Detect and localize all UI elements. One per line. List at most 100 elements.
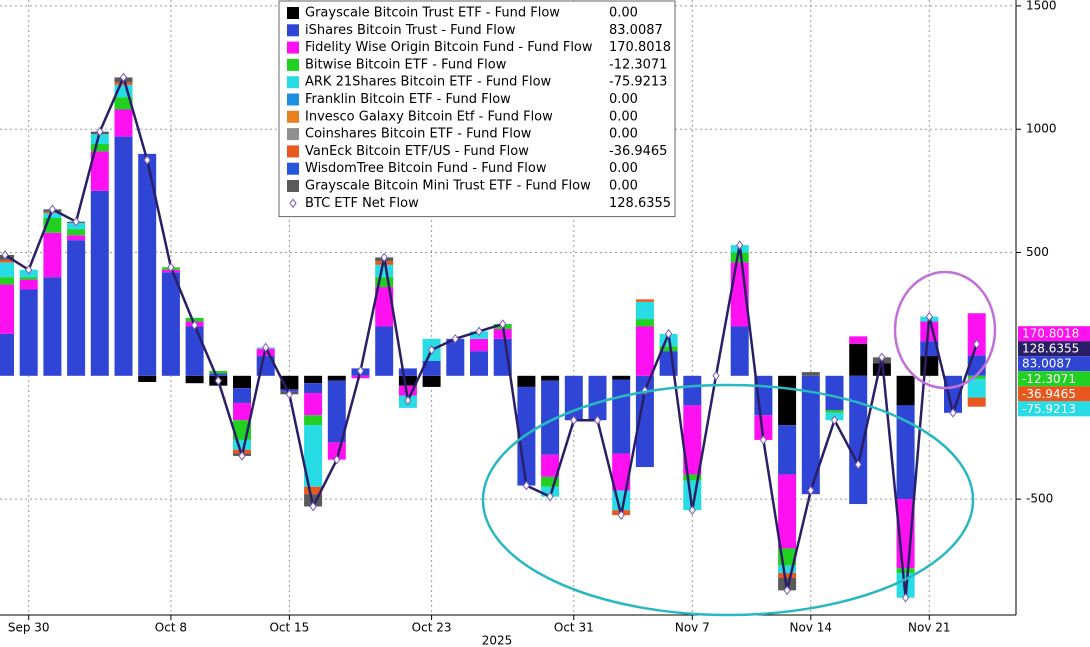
bar-segment (90, 151, 109, 191)
value-tag-label: 128.6355 (1022, 342, 1079, 356)
bar-segment (233, 439, 251, 450)
value-tag-label: -12.3071 (1022, 372, 1076, 386)
bar-segment (304, 415, 323, 426)
net-flow-marker (356, 366, 365, 376)
bar-segment (754, 415, 773, 440)
bar-segment (920, 356, 939, 376)
net-flow-marker (309, 501, 317, 512)
legend-swatch (287, 76, 299, 89)
net-flow-marker (617, 510, 625, 520)
bar-segment (304, 393, 323, 416)
x-tick-label: Nov 7 (675, 621, 710, 635)
bar-segment (304, 375, 323, 384)
value-tag (1018, 356, 1090, 372)
bar-segment (233, 402, 251, 421)
value-tag (1018, 341, 1090, 357)
bar-segment (209, 373, 228, 376)
bar-segment (161, 272, 180, 376)
net-flow-marker (380, 252, 388, 263)
bar-segment (825, 375, 844, 411)
bar-segment (114, 109, 133, 137)
bar-segment (967, 397, 986, 407)
value-tag (1018, 371, 1090, 387)
net-flow-marker (1, 250, 9, 260)
legend-label: iShares Bitcoin Trust - Fund Flow (305, 23, 516, 38)
bar-segment (896, 375, 915, 406)
bar-segment (90, 190, 109, 376)
net-flow-marker (854, 459, 862, 470)
bar-segment (138, 375, 157, 382)
legend-label: Bitwise Bitcoin ETF - Fund Flow (305, 57, 507, 72)
bar-segment (67, 229, 86, 236)
y-tick-label: 500 (1026, 245, 1049, 259)
legend-label: WisdomTree Bitcoin Fund - Fund Flow (305, 161, 547, 176)
grid (0, 0, 1016, 615)
legend-value: 128.6355 (609, 196, 671, 211)
net-flow-marker (25, 264, 33, 275)
net-flow-marker (546, 491, 554, 502)
bar-segment (327, 375, 346, 381)
x-tick-label: Oct 15 (269, 621, 309, 635)
net-flow-marker (830, 415, 839, 426)
highlight-ellipse (481, 383, 975, 617)
y-tick-label: -500 (1026, 492, 1053, 506)
x-tick-label: Oct 23 (412, 621, 452, 635)
bar-segment (541, 454, 560, 477)
bar-segment (730, 326, 749, 376)
bar-segment (19, 277, 38, 280)
legend-label: Coinshares Bitcoin ETF - Fund Flow (305, 127, 532, 142)
legend-value: -12.3071 (609, 57, 667, 72)
legend-swatch (287, 128, 299, 141)
legend-swatch (287, 145, 299, 158)
value-tag-label: -36.9465 (1022, 387, 1076, 401)
bar-segment (541, 380, 560, 455)
bar-segment (730, 252, 749, 263)
bar-segment (683, 375, 702, 406)
legend-swatch (287, 41, 299, 54)
legend-swatch (287, 162, 299, 175)
bar-segment (635, 301, 654, 320)
net-line (1, 72, 981, 603)
legend-value: 0.00 (609, 92, 638, 107)
bar-segment (612, 379, 631, 454)
net-flow-marker (167, 262, 175, 273)
net-flow-marker (570, 415, 578, 426)
net-flow-marker (333, 454, 341, 465)
bar-segment (967, 313, 986, 356)
bar-segment (398, 368, 417, 376)
bar-segment (801, 375, 820, 495)
bar-segment (90, 144, 109, 152)
bar-segment (422, 361, 441, 376)
bar-segment (398, 375, 417, 386)
bar-segment (541, 375, 560, 381)
bar-segment (849, 336, 868, 344)
net-flow-marker (143, 155, 151, 165)
net-flow-marker (72, 216, 80, 227)
legend: Grayscale Bitcoin Trust ETF - Fund Flow 0… (278, 0, 676, 218)
bar-segment (683, 405, 702, 475)
bar-segment (920, 341, 939, 357)
legend-label: Fidelity Wise Origin Bitcoin Fund - Fund… (305, 40, 593, 55)
value-tag (1018, 386, 1090, 402)
y-tick-label: 1500 (1026, 0, 1057, 12)
bar-segment (114, 136, 133, 376)
net-flow-marker (593, 415, 602, 426)
bar-segment (114, 97, 133, 110)
net-flow-marker (925, 311, 933, 322)
legend-label: BTC ETF Net Flow (305, 196, 419, 211)
bar-segment (683, 474, 702, 481)
net-flow-marker (522, 480, 531, 491)
bar-segment (0, 262, 14, 278)
bar-segment (778, 573, 797, 579)
net-flow-marker (688, 505, 696, 516)
bar-segment (0, 277, 14, 285)
net-flow-marker (427, 345, 436, 355)
bar-segment (67, 240, 86, 376)
bar-segment (351, 375, 370, 379)
net-flow-marker (262, 342, 270, 353)
bar-segment (43, 213, 62, 218)
legend-label: ARK 21Shares Bitcoin ETF - Fund Flow (305, 75, 552, 90)
bar-segment (612, 453, 631, 491)
legend-value: -36.9465 (609, 144, 667, 159)
bar-segment (327, 380, 346, 443)
